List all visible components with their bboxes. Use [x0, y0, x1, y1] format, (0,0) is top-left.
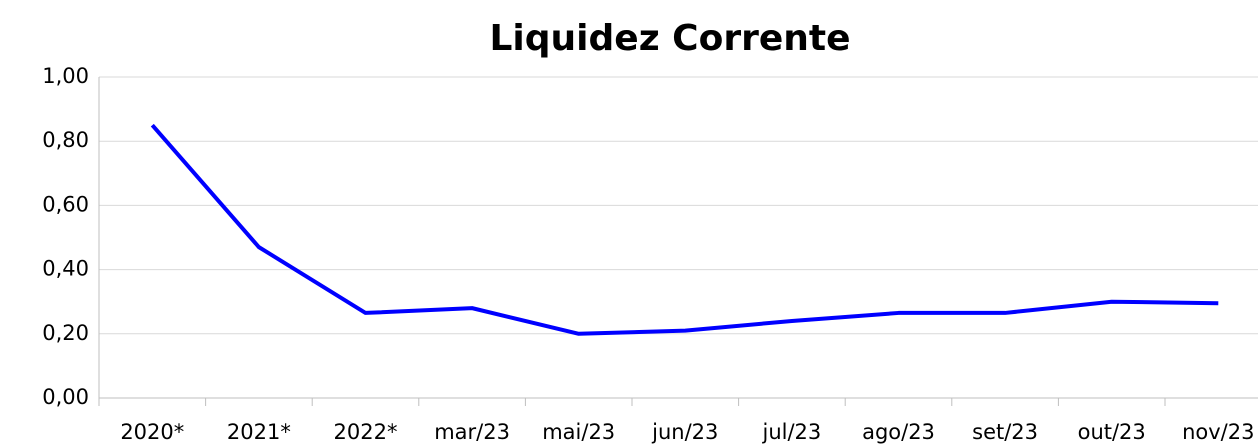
chart-title: Liquidez Corrente	[489, 18, 850, 59]
line	[150, 123, 1219, 336]
x-tick-label: 2021*	[227, 420, 291, 444]
x-tick-label: nov/23	[1182, 420, 1254, 444]
y-tick-label: 0,20	[42, 321, 89, 345]
x-tick-label: mar/23	[434, 420, 510, 444]
x-tick-label: ago/23	[862, 420, 935, 444]
x-tick-label: jun/23	[651, 420, 718, 444]
y-tick-label: 0,80	[42, 128, 89, 152]
x-tick-label: 2020*	[120, 420, 184, 444]
y-tick-label: 0,40	[42, 257, 89, 281]
x-tick-label: mai/23	[542, 420, 615, 444]
x-tick-label: 2022*	[334, 420, 398, 444]
x-tick-label: out/23	[1078, 420, 1146, 444]
y-tick-label: 1,00	[42, 64, 89, 88]
y-tick-label: 0,60	[42, 192, 89, 216]
y-tick-label: 0,00	[42, 385, 89, 409]
x-tick-label: jul/23	[762, 420, 822, 444]
x-tick-label: set/23	[972, 420, 1038, 444]
